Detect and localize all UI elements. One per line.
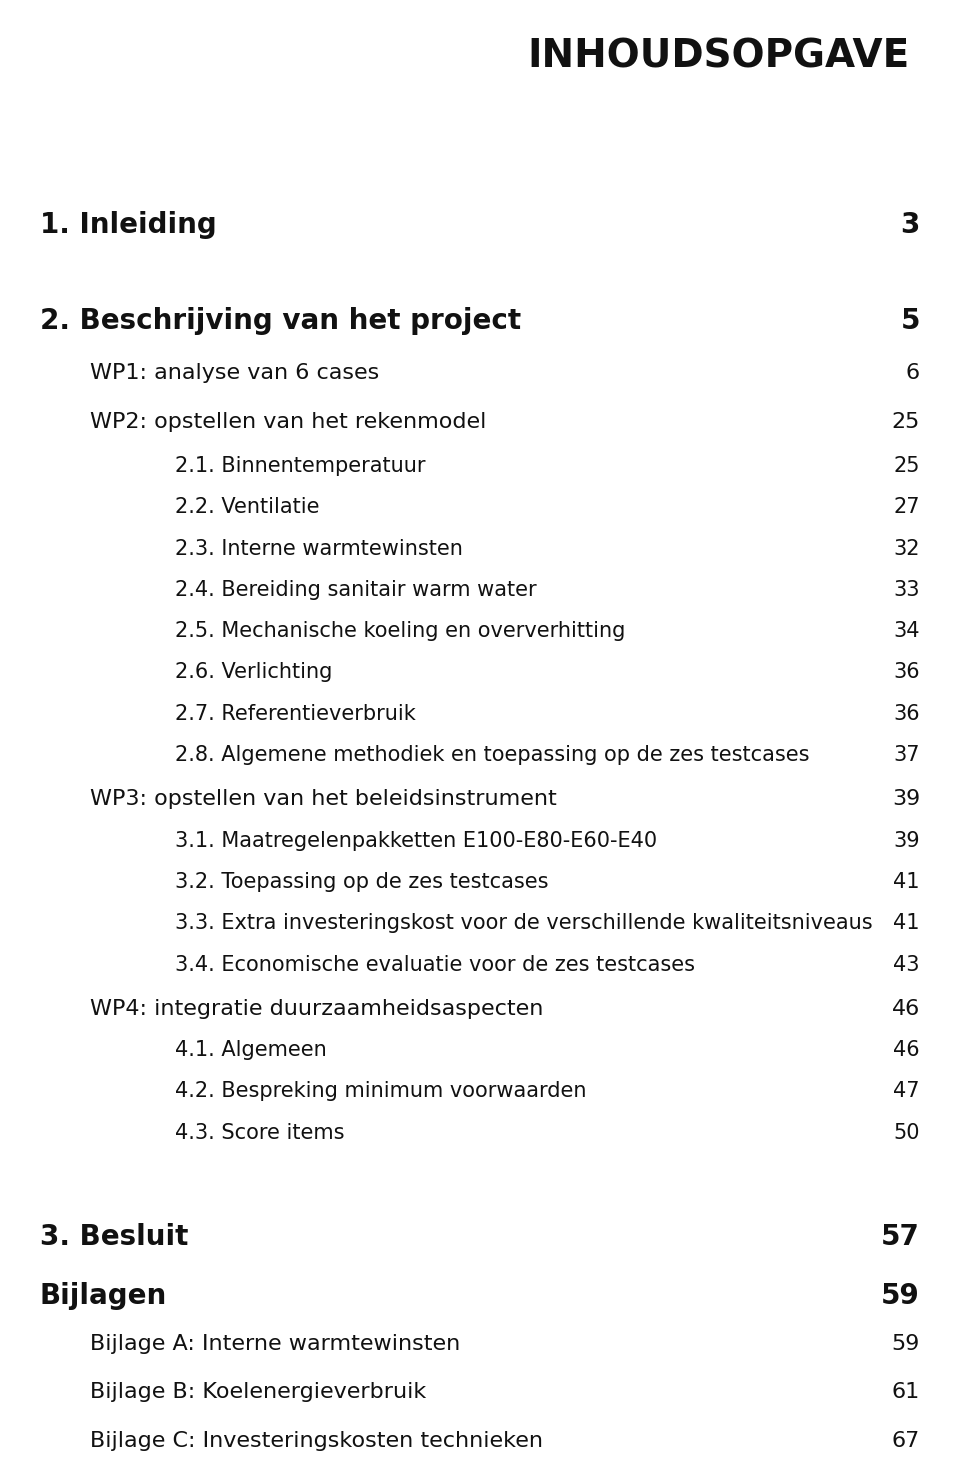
Text: 61: 61: [892, 1382, 920, 1403]
Text: WP2: opstellen van het rekenmodel: WP2: opstellen van het rekenmodel: [90, 412, 487, 432]
Text: 36: 36: [894, 704, 920, 724]
Text: 25: 25: [894, 456, 920, 476]
Text: 3.4. Economische evaluatie voor de zes testcases: 3.4. Economische evaluatie voor de zes t…: [175, 954, 695, 975]
Text: WP3: opstellen van het beleidsinstrument: WP3: opstellen van het beleidsinstrument: [90, 789, 557, 810]
Text: Bijlagen: Bijlagen: [40, 1282, 167, 1310]
Text: 47: 47: [894, 1081, 920, 1102]
Text: 59: 59: [892, 1333, 920, 1354]
Text: 67: 67: [892, 1431, 920, 1451]
Text: 2.8. Algemene methodiek en toepassing op de zes testcases: 2.8. Algemene methodiek en toepassing op…: [175, 745, 809, 766]
Text: 39: 39: [892, 789, 920, 810]
Text: 4.3. Score items: 4.3. Score items: [175, 1122, 345, 1143]
Text: 25: 25: [892, 412, 920, 432]
Text: 50: 50: [894, 1122, 920, 1143]
Text: 3: 3: [900, 211, 920, 239]
Text: INHOUDSOPGAVE: INHOUDSOPGAVE: [528, 38, 910, 77]
Text: 2.5. Mechanische koeling en oververhitting: 2.5. Mechanische koeling en oververhitti…: [175, 621, 625, 642]
Text: 36: 36: [894, 662, 920, 683]
Text: 27: 27: [894, 497, 920, 518]
Text: 41: 41: [894, 913, 920, 934]
Text: 3.3. Extra investeringskost voor de verschillende kwaliteitsniveaus: 3.3. Extra investeringskost voor de vers…: [175, 913, 873, 934]
Text: 6: 6: [906, 363, 920, 384]
Text: 1. Inleiding: 1. Inleiding: [40, 211, 217, 239]
Text: 5: 5: [900, 307, 920, 335]
Text: 46: 46: [894, 1040, 920, 1061]
Text: 33: 33: [894, 580, 920, 600]
Text: 4.1. Algemeen: 4.1. Algemeen: [175, 1040, 326, 1061]
Text: Bijlage C: Investeringskosten technieken: Bijlage C: Investeringskosten technieken: [90, 1431, 543, 1451]
Text: Bijlage A: Interne warmtewinsten: Bijlage A: Interne warmtewinsten: [90, 1333, 460, 1354]
Text: WP4: integratie duurzaamheidsaspecten: WP4: integratie duurzaamheidsaspecten: [90, 999, 543, 1019]
Text: 32: 32: [894, 538, 920, 559]
Text: Bijlage B: Koelenergieverbruik: Bijlage B: Koelenergieverbruik: [90, 1382, 426, 1403]
Text: 2.4. Bereiding sanitair warm water: 2.4. Bereiding sanitair warm water: [175, 580, 537, 600]
Text: 34: 34: [894, 621, 920, 642]
Text: 46: 46: [892, 999, 920, 1019]
Text: 39: 39: [894, 830, 920, 851]
Text: 4.2. Bespreking minimum voorwaarden: 4.2. Bespreking minimum voorwaarden: [175, 1081, 587, 1102]
Text: 59: 59: [881, 1282, 920, 1310]
Text: 2.2. Ventilatie: 2.2. Ventilatie: [175, 497, 320, 518]
Text: 2.6. Verlichting: 2.6. Verlichting: [175, 662, 332, 683]
Text: WP1: analyse van 6 cases: WP1: analyse van 6 cases: [90, 363, 379, 384]
Text: 3.1. Maatregelenpakketten E100-E80-E60-E40: 3.1. Maatregelenpakketten E100-E80-E60-E…: [175, 830, 658, 851]
Text: 41: 41: [894, 872, 920, 892]
Text: 57: 57: [881, 1223, 920, 1251]
Text: 2. Beschrijving van het project: 2. Beschrijving van het project: [40, 307, 521, 335]
Text: 2.7. Referentieverbruik: 2.7. Referentieverbruik: [175, 704, 416, 724]
Text: 3. Besluit: 3. Besluit: [40, 1223, 188, 1251]
Text: 2.3. Interne warmtewinsten: 2.3. Interne warmtewinsten: [175, 538, 463, 559]
Text: 43: 43: [894, 954, 920, 975]
Text: 37: 37: [894, 745, 920, 766]
Text: 2.1. Binnentemperatuur: 2.1. Binnentemperatuur: [175, 456, 425, 476]
Text: 3.2. Toepassing op de zes testcases: 3.2. Toepassing op de zes testcases: [175, 872, 548, 892]
